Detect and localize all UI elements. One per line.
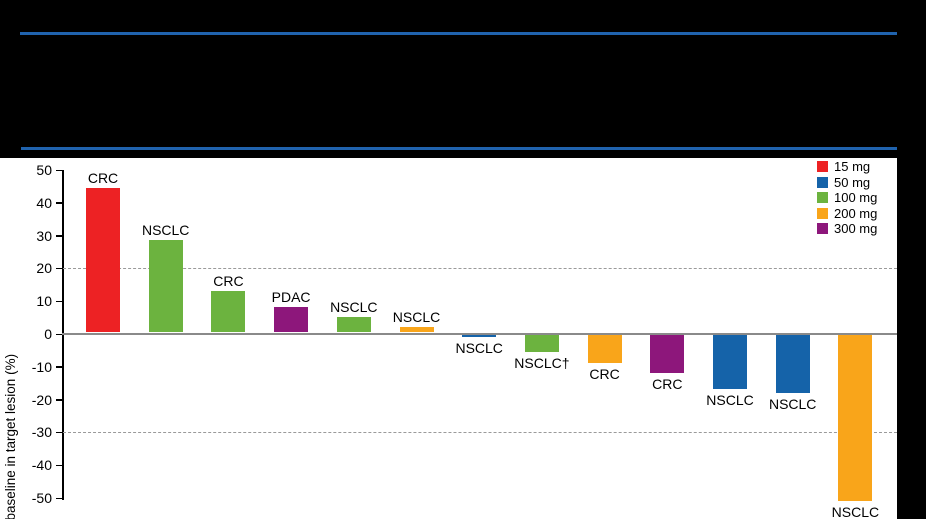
legend-item: 15 mg <box>817 159 877 175</box>
bar <box>211 290 246 333</box>
bar <box>86 187 120 333</box>
bar <box>148 240 183 333</box>
y-tick <box>56 235 62 237</box>
y-axis-line <box>62 169 64 500</box>
bar-label: NSCLC <box>831 503 880 519</box>
bar <box>587 334 622 364</box>
legend-item: 200 mg <box>817 206 877 222</box>
bar <box>713 334 747 390</box>
bar-label: NSCLC <box>392 308 441 325</box>
y-tick-label: -40 <box>31 457 52 474</box>
waterfall-chart: Best change from baseline in target lesi… <box>0 158 897 519</box>
y-tick <box>56 333 62 335</box>
y-tick <box>56 169 62 171</box>
y-tick-label: 30 <box>36 227 52 244</box>
bar-label: NSCLC† <box>514 354 570 371</box>
bar-label: NSCLC <box>768 395 817 412</box>
legend-swatch <box>817 176 828 188</box>
y-tick <box>56 202 62 204</box>
y-tick <box>56 399 62 401</box>
legend-label: 300 mg <box>834 221 878 237</box>
legend: 15 mg 50 mg 100 mg 200 mg 300 mg <box>817 159 877 237</box>
y-tick <box>56 497 62 499</box>
header-top-rule <box>20 32 926 35</box>
legend-label: 100 mg <box>834 190 878 206</box>
legend-label: 15 mg <box>834 159 871 175</box>
legend-label: 50 mg <box>834 174 871 190</box>
legend-label: 200 mg <box>834 205 878 221</box>
y-tick-label: 50 <box>36 162 52 178</box>
y-tick-label: 20 <box>36 260 52 277</box>
legend-swatch <box>817 223 828 235</box>
y-tick-label: -10 <box>31 358 52 375</box>
right-black-band <box>897 0 926 519</box>
y-tick-label: -30 <box>31 424 52 441</box>
y-tick <box>56 267 62 270</box>
y-tick-label: -50 <box>31 490 52 506</box>
bar-label: CRC <box>589 366 620 383</box>
bar-label: NSCLC <box>330 299 378 316</box>
header-bottom-rule <box>21 147 926 150</box>
bar-label: PDAC <box>271 289 311 306</box>
bar-label: CRC <box>652 375 683 392</box>
legend-item: 100 mg <box>817 190 877 206</box>
bar-label: NSCLC <box>706 392 754 409</box>
y-tick <box>56 464 62 467</box>
y-tick <box>56 431 62 434</box>
bar <box>838 334 873 501</box>
y-tick <box>56 300 62 303</box>
bar-label: NSCLC <box>141 222 190 239</box>
reference-line <box>63 267 897 269</box>
y-tick-label: 10 <box>36 293 52 310</box>
y-tick-label: -20 <box>31 391 52 408</box>
zero-baseline <box>62 332 897 335</box>
bar <box>399 326 434 333</box>
reference-line <box>63 431 897 433</box>
bar-label: CRC <box>87 169 119 186</box>
bar <box>462 334 497 337</box>
bar-label: CRC <box>213 272 244 289</box>
bar <box>650 334 685 373</box>
y-tick-label: 0 <box>44 326 52 342</box>
legend-item: 300 mg <box>817 221 877 237</box>
legend-swatch <box>817 207 828 219</box>
legend-item: 50 mg <box>817 175 877 191</box>
bar <box>274 307 309 333</box>
bar-label: NSCLC <box>455 339 503 356</box>
bar <box>775 334 810 393</box>
bar <box>336 317 371 333</box>
legend-swatch <box>817 161 828 173</box>
legend-swatch <box>817 192 828 204</box>
bar <box>524 334 559 352</box>
y-tick <box>56 366 62 368</box>
y-tick-label: 40 <box>36 194 52 211</box>
header-band <box>0 0 926 158</box>
